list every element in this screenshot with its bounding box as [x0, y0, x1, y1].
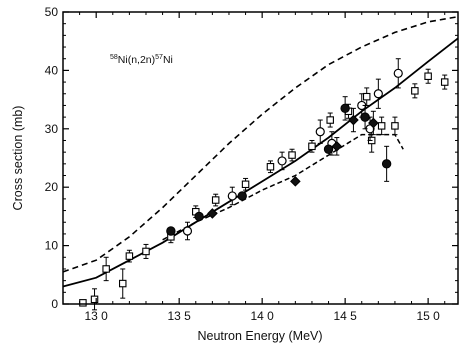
y-tick-label: 50 — [45, 5, 59, 19]
data-point-open-square — [142, 247, 150, 256]
x-tick-label: 13 0 — [85, 309, 109, 323]
data-point-open-square — [211, 196, 220, 204]
data-point-open-square — [440, 78, 449, 86]
data-point-filled-circle — [323, 144, 334, 154]
data-point-open-square — [79, 299, 87, 307]
x-tick-label: 14 5 — [333, 309, 357, 323]
model-curve-dashed-short — [162, 133, 404, 241]
data-point-filled-circle — [166, 226, 176, 236]
tick-labels: 13 0 13 5 14 0 14 5 15 0 0 10 20 30 40 50 — [45, 5, 440, 323]
y-tick-label: 0 — [51, 297, 58, 311]
data-point-open-square — [326, 116, 334, 124]
data-point-open-square — [266, 163, 275, 171]
annotation-main: Ni(n,2n) — [118, 54, 155, 66]
data-point-open-circle — [393, 68, 403, 78]
data-point-filled-diamond — [348, 114, 359, 126]
plot-frame — [62, 11, 459, 305]
data-point-open-circle — [373, 89, 383, 99]
x-axis-label: Neutron Energy (MeV) — [197, 329, 322, 343]
data-point-filled-diamond — [207, 208, 218, 219]
data-point-open-square — [118, 279, 127, 288]
x-tick-label: 14 0 — [250, 309, 274, 323]
data-point-filled-diamond — [368, 117, 379, 129]
data-point-open-square — [102, 265, 110, 273]
y-axis-label: Cross section (mb) — [11, 106, 25, 211]
data-point-open-square — [391, 122, 399, 130]
x-tick-label: 13 5 — [167, 309, 191, 323]
data-point-open-circle — [227, 191, 237, 201]
annotation-prefix-mass: 58 — [110, 54, 118, 61]
data-point-open-square — [288, 151, 296, 159]
data-point-open-square — [241, 180, 250, 189]
data-point-open-square — [90, 295, 99, 304]
data-point-open-circle — [315, 127, 325, 137]
data-point-filled-diamond — [290, 176, 301, 187]
data-point-filled-circle — [360, 112, 370, 122]
x-tick-label: 15 0 — [416, 309, 440, 323]
y-tick-label: 40 — [45, 63, 59, 77]
model-curve-dashed-long — [62, 15, 459, 273]
data-point-filled-circle — [340, 103, 350, 114]
y-tick-label: 10 — [45, 239, 59, 253]
data-point-open-square — [125, 252, 134, 260]
axis-ticks — [63, 11, 458, 305]
data-markers — [79, 58, 449, 311]
data-point-filled-circle — [381, 159, 392, 169]
annotation-suffix-mass: 57 — [155, 54, 163, 61]
data-point-open-square — [377, 122, 386, 130]
data-point-open-circle — [182, 226, 193, 236]
annotation-suffix: Ni — [163, 54, 173, 66]
data-point-open-square — [424, 72, 432, 80]
data-point-open-square — [308, 142, 316, 151]
y-tick-label: 30 — [45, 122, 59, 136]
data-point-open-square — [411, 87, 419, 95]
data-point-open-square — [362, 92, 371, 101]
y-tick-label: 20 — [45, 180, 59, 194]
data-point-open-circle — [277, 156, 287, 166]
data-point-filled-circle — [237, 191, 247, 201]
data-point-filled-circle — [194, 211, 204, 222]
data-point-filled-diamond — [331, 141, 343, 152]
reaction-annotation: 58Ni(n,2n)57Ni — [110, 54, 173, 66]
